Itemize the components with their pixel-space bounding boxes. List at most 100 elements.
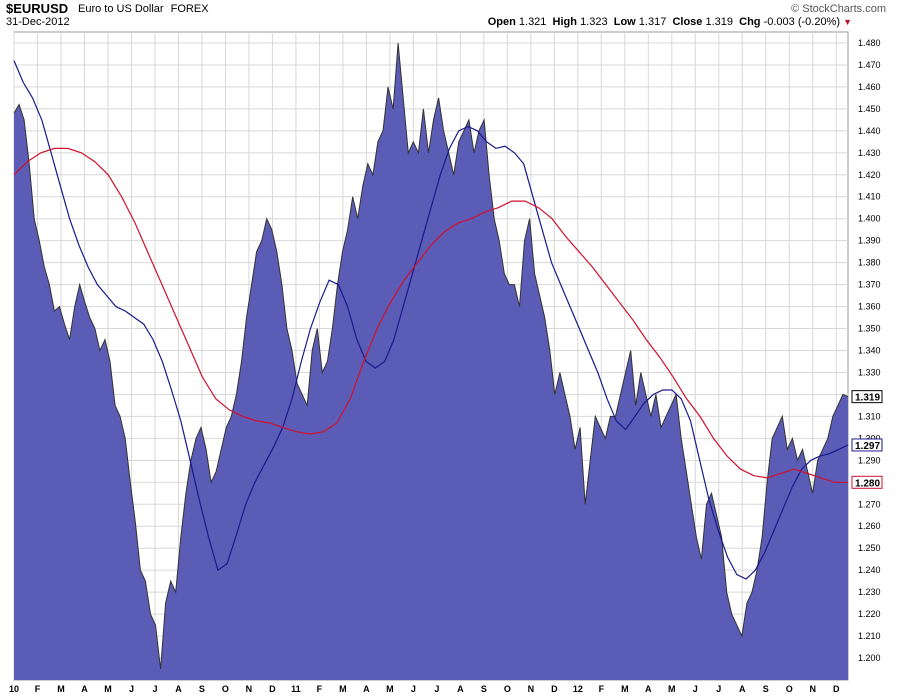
close-label: Close [672,16,703,28]
x-tick-label: A [81,684,88,694]
x-tick-label: F [599,684,605,694]
value-tags: 1.319 1.297 1.280 [851,390,883,489]
y-tick-label: 1.270 [858,499,881,509]
y-tick-label: 1.440 [858,126,881,136]
y-tick-label: 1.340 [858,346,881,356]
x-tick-label: J [716,684,721,694]
y-tick-label: 1.330 [858,367,881,377]
high-value: 1.323 [580,16,608,28]
x-tick-label: D [269,684,276,694]
y-tick-label: 1.310 [858,411,881,421]
value-tag: 1.319 [851,390,883,404]
chart-header: $EURUSD Euro to US Dollar FOREX 31-Dec-2… [0,0,900,30]
x-tick-label: S [763,684,769,694]
y-tick-label: 1.250 [858,543,881,553]
y-tick-label: 1.370 [858,280,881,290]
y-tick-label: 1.200 [858,653,881,663]
x-tick-label: J [434,684,439,694]
x-axis: 10 F M A M J J A S O N D 11 F M A M J J A S O N D 12 F M A M J J A S O N D [9,684,840,694]
chg-label: Chg [739,16,761,28]
long-moving-average-line [13,147,848,483]
y-tick-label: 1.210 [858,631,881,641]
y-tick-label: 1.260 [858,521,881,531]
price-area [14,43,848,680]
x-tick-label: M [104,684,112,694]
description-text: Euro to US Dollar [78,3,164,15]
y-tick-label: 1.480 [858,38,881,48]
low-label: Low [613,16,636,28]
y-tick-label: 1.380 [858,258,881,268]
value-tag-label: 1.297 [855,441,880,452]
x-tick-label: S [481,684,487,694]
x-tick-label: D [551,684,558,694]
x-tick-label: M [621,684,629,694]
y-tick-label: 1.470 [858,60,881,70]
open-value: 1.321 [518,16,547,28]
x-tick-label: N [810,684,817,694]
y-tick-label: 1.360 [858,302,881,312]
x-tick-label: A [363,684,370,694]
symbol-description: Euro to US Dollar FOREX [78,3,209,15]
y-tick-label: 1.410 [858,192,881,202]
x-tick-label: N [528,684,535,694]
down-triangle-icon: ▼ [843,17,852,27]
x-tick-label: 10 [9,684,19,694]
chg-value: -0.003 (-0.20%) [763,16,841,28]
y-tick-label: 1.450 [858,104,881,114]
value-tag: 1.297 [851,438,883,452]
price-area-layer [13,42,849,680]
value-tag-box [851,390,883,404]
x-tick-label: A [739,684,746,694]
y-tick-label: 1.220 [858,609,881,619]
value-tag-label: 1.280 [855,478,880,489]
quote-summary: Open 1.321 High 1.323 Low 1.317 Close 1.… [488,16,852,28]
short-moving-average-line [13,60,849,580]
y-tick-label: 1.290 [858,455,881,465]
value-tag-label: 1.319 [855,393,880,404]
x-tick-label: O [504,684,511,694]
x-tick-label: S [199,684,205,694]
y-tick-label: 1.420 [858,170,881,180]
x-tick-label: M [57,684,65,694]
y-tick-label: 1.430 [858,148,881,158]
low-value: 1.317 [638,16,667,28]
x-tick-label: A [457,684,464,694]
x-tick-label: 12 [573,684,583,694]
exchange-text: FOREX [170,3,209,15]
x-tick-label: F [35,684,41,694]
value-tag: 1.280 [851,475,883,489]
x-tick-label: O [222,684,229,694]
x-tick-label: D [833,684,840,694]
x-tick-label: A [645,684,652,694]
y-tick-label: 1.460 [858,82,881,92]
x-tick-label: M [386,684,394,694]
y-tick-label: 1.230 [858,587,881,597]
x-tick-label: J [129,684,134,694]
y-tick-label: 1.300 [858,433,881,443]
y-axis: 1.200 1.210 1.220 1.230 1.240 1.250 1.260 1.270… [858,38,881,663]
high-label: High [552,16,577,28]
moving-average-layer [13,60,849,580]
x-tick-label: J [411,684,416,694]
close-value: 1.319 [705,16,733,28]
open-label: Open [487,16,516,28]
x-tick-label: J [152,684,157,694]
x-tick-label: N [246,684,253,694]
y-tick-label: 1.400 [858,214,881,224]
x-tick-label: M [668,684,676,694]
x-tick-label: 11 [291,684,301,694]
value-tag-box [851,475,883,489]
y-tick-label: 1.390 [858,236,881,246]
x-tick-label: J [693,684,698,694]
symbol-label: $EURUSD [6,1,69,16]
watermark: © StockCharts.com [791,3,886,15]
value-tag-box [851,438,883,452]
chart-date: 31-Dec-2012 [6,16,70,28]
x-tick-label: O [786,684,793,694]
x-tick-label: A [175,684,182,694]
x-tick-label: F [317,684,323,694]
y-tick-label: 1.240 [858,565,881,575]
y-tick-label: 1.350 [858,324,881,334]
x-tick-label: M [339,684,347,694]
